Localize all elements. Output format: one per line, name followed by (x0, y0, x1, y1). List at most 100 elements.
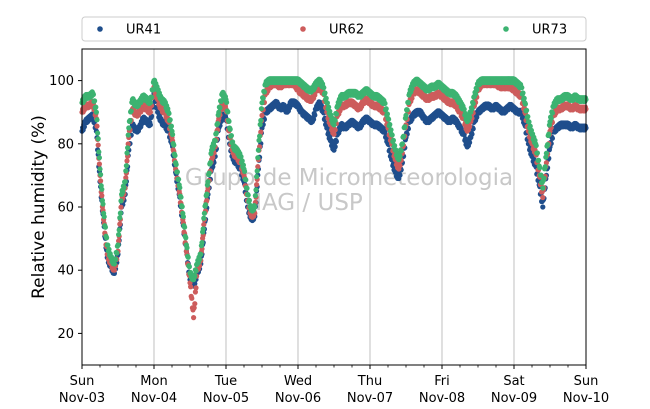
point-UR73 (522, 101, 529, 107)
point-UR73 (534, 150, 541, 156)
y-tick-label: 20 (57, 327, 74, 342)
point-UR62 (192, 289, 198, 295)
point-UR73 (117, 210, 123, 216)
point-UR73 (469, 106, 475, 112)
point-UR41 (192, 281, 198, 287)
point-UR73 (205, 179, 211, 185)
point-UR62 (191, 305, 197, 311)
point-UR73 (255, 155, 261, 161)
point-UR73 (260, 95, 266, 101)
point-UR73 (97, 166, 103, 172)
point-UR73 (259, 100, 265, 106)
point-UR62 (189, 295, 195, 301)
point-UR73 (409, 86, 415, 92)
point-UR73 (93, 104, 99, 110)
point-UR73 (212, 138, 218, 144)
point-UR41 (469, 131, 475, 137)
point-UR62 (96, 161, 102, 167)
point-UR62 (543, 160, 550, 166)
point-UR73 (113, 256, 119, 263)
point-UR73 (474, 87, 480, 93)
point-UR73 (470, 100, 476, 107)
x-tick-day: Sun (574, 374, 599, 389)
point-UR62 (98, 178, 104, 184)
point-UR73 (193, 268, 199, 274)
point-UR73 (105, 242, 111, 248)
point-UR73 (252, 204, 258, 210)
point-UR73 (115, 242, 121, 248)
point-UR73 (398, 148, 404, 154)
point-UR73 (537, 165, 543, 171)
point-UR73 (201, 210, 207, 216)
point-UR73 (92, 98, 98, 104)
point-UR41 (474, 114, 480, 120)
point-UR73 (332, 117, 338, 124)
legend-marker-UR41 (97, 26, 103, 32)
point-UR73 (123, 163, 129, 169)
point-UR62 (111, 267, 117, 273)
legend-marker-UR62 (300, 26, 306, 32)
point-UR73 (519, 85, 525, 91)
point-UR73 (121, 185, 127, 191)
point-UR41 (332, 144, 338, 150)
point-UR73 (95, 130, 101, 136)
point-UR73 (201, 215, 207, 221)
point-UR73 (254, 168, 260, 174)
point-UR73 (215, 120, 221, 127)
point-UR73 (122, 179, 128, 185)
point-UR73 (549, 110, 556, 116)
point-UR73 (526, 119, 532, 125)
point-UR41 (324, 125, 330, 131)
point-UR62 (124, 158, 130, 164)
point-UR62 (188, 284, 194, 290)
point-UR73 (166, 110, 172, 117)
watermark-line-1: Grupo de Micrometeorologia (185, 165, 513, 191)
point-UR73 (258, 106, 264, 112)
point-UR73 (211, 143, 217, 149)
point-UR73 (461, 106, 467, 112)
point-UR62 (191, 315, 197, 321)
point-UR73 (192, 273, 198, 279)
point-UR73 (389, 132, 395, 138)
point-UR73 (125, 145, 131, 151)
point-UR73 (253, 187, 259, 193)
point-UR73 (520, 90, 526, 96)
legend: UR41 UR62 UR73 (81, 16, 587, 42)
point-UR73 (216, 109, 222, 115)
point-UR41 (540, 204, 546, 210)
x-tick-date: Nov-10 (563, 391, 609, 406)
point-UR62 (94, 123, 100, 129)
point-UR73 (257, 121, 263, 128)
point-UR73 (401, 133, 407, 139)
point-UR73 (322, 90, 328, 96)
point-UR73 (467, 114, 473, 120)
point-UR73 (524, 107, 530, 113)
point-UR73 (254, 174, 260, 180)
point-UR73 (123, 168, 129, 174)
point-UR73 (240, 162, 246, 168)
point-UR62 (123, 175, 129, 181)
point-UR73 (207, 159, 213, 166)
point-UR73 (184, 245, 190, 251)
point-UR62 (467, 124, 473, 130)
point-UR73 (197, 256, 203, 263)
point-UR73 (536, 157, 542, 163)
point-UR73 (95, 136, 101, 142)
point-UR73 (404, 107, 410, 113)
point-UR73 (149, 94, 155, 100)
x-tick-date: Nov-06 (275, 391, 321, 406)
point-UR41 (312, 112, 318, 118)
point-UR73 (104, 235, 110, 241)
point-UR73 (116, 227, 122, 233)
point-UR62 (204, 197, 210, 204)
point-UR73 (224, 99, 230, 106)
point-UR73 (176, 176, 182, 182)
y-tick-label: 80 (57, 137, 74, 152)
point-UR73 (383, 106, 389, 112)
point-UR73 (183, 235, 189, 241)
point-UR73 (227, 126, 233, 132)
point-UR73 (245, 192, 251, 198)
point-UR73 (543, 154, 549, 160)
point-UR73 (333, 111, 339, 117)
x-axis: Sun Nov-03 Mon Nov-04 Tue Nov-05 Wed Nov-06 Thu N… (59, 365, 609, 406)
